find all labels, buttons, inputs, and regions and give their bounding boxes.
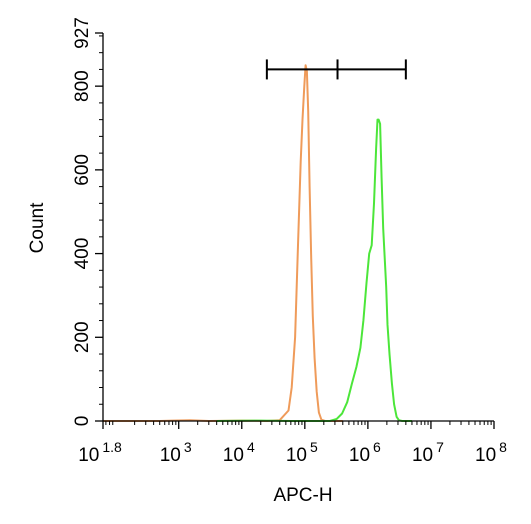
y-tick-label: 600 [72, 154, 93, 186]
x-tick-label: 10 4 [223, 439, 255, 466]
x-tick-label: 10 5 [286, 439, 318, 466]
histogram-series-1 [103, 64, 343, 422]
x-tick-label: 10 3 [160, 439, 192, 466]
y-axis-ticks: 0 200 400 600 800 927 [72, 17, 103, 426]
x-tick-label: 10 6 [349, 439, 381, 466]
y-tick-label: 800 [72, 70, 93, 102]
x-tick-label: 10 7 [412, 439, 444, 466]
x-tick-label: 10 8 [475, 439, 507, 466]
x-axis-label: APC-H [273, 485, 332, 506]
series-layer [103, 64, 412, 422]
x-axis-ticks: 10 1.8 10 3 10 4 10 5 10 6 10 7 10 8 [78, 421, 507, 466]
y-tick-label: 927 [72, 17, 93, 49]
y-axis-label: Count [27, 202, 48, 253]
y-tick-label: 0 [72, 416, 93, 427]
gate-marker-layer [265, 59, 407, 80]
y-tick-label: 200 [72, 321, 93, 353]
histogram-series-2 [216, 118, 412, 422]
x-tick-label: 10 1.8 [78, 439, 122, 466]
y-tick-label: 400 [72, 238, 93, 270]
